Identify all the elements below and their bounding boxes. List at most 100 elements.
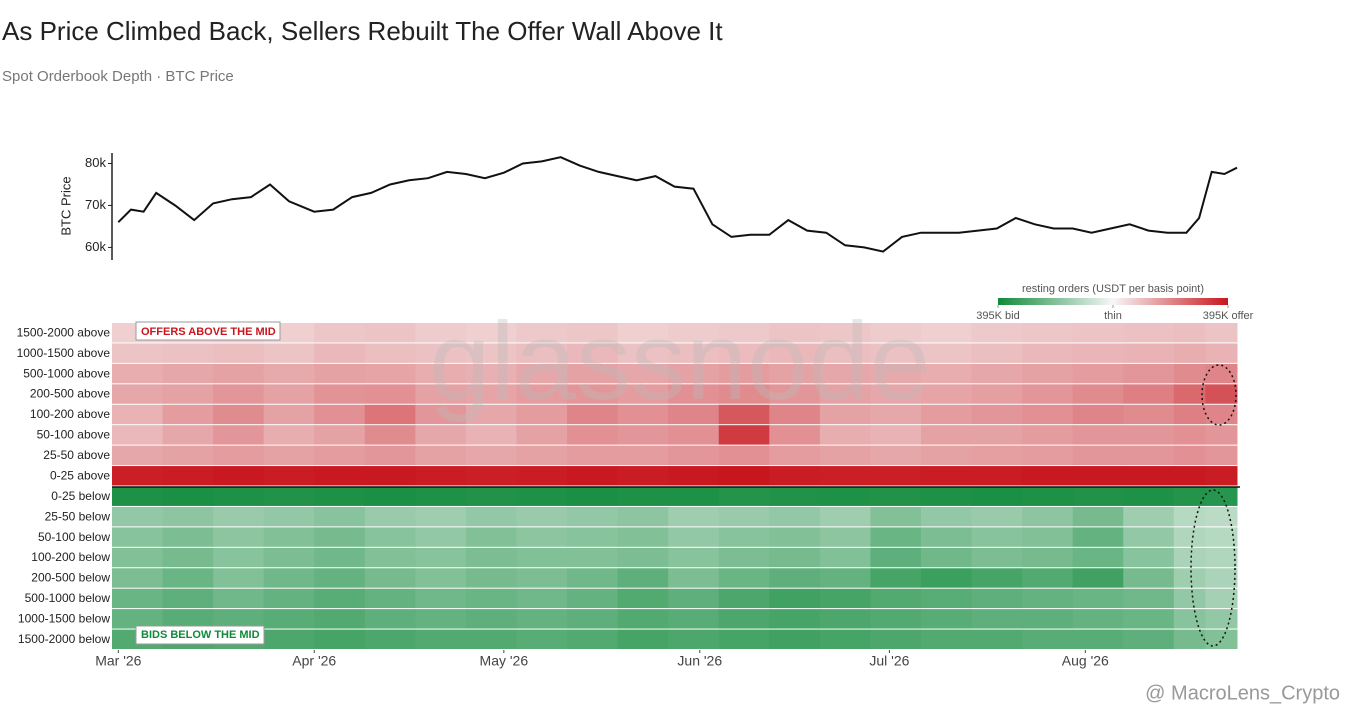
heat-cell — [668, 609, 720, 629]
heat-cell — [415, 466, 467, 486]
heat-cell — [516, 323, 568, 343]
heat-cell — [314, 343, 366, 363]
row-label: 1000-1500 above — [17, 346, 111, 360]
heat-cell — [617, 466, 669, 486]
heat-cell — [819, 363, 871, 384]
heat-cell — [617, 506, 669, 527]
heat-cell — [1072, 527, 1124, 547]
heat-cell — [516, 343, 568, 363]
heat-cell — [263, 629, 315, 649]
heat-cell — [769, 404, 821, 425]
heat-cell — [263, 363, 315, 384]
heat-cell — [415, 425, 467, 445]
heat-cell — [364, 588, 416, 609]
heat-cell — [1022, 486, 1074, 506]
x-tick-label: Jun '26 — [677, 653, 722, 669]
heat-cell — [1022, 609, 1074, 629]
heat-cell — [718, 629, 770, 649]
heat-cell — [1072, 568, 1124, 588]
heat-cell — [162, 547, 214, 568]
colorbar-title: resting orders (USDT per basis point) — [1022, 283, 1204, 295]
heat-cell — [213, 527, 265, 547]
heat-cell — [516, 506, 568, 527]
heat-cell — [769, 363, 821, 384]
heat-cell — [920, 445, 973, 466]
heat-cell — [465, 568, 517, 588]
heat-cell — [162, 486, 214, 506]
heat-cell — [1022, 363, 1074, 384]
heat-cell — [971, 404, 1023, 425]
heat-cell — [516, 609, 568, 629]
heat-cell — [415, 629, 467, 649]
heat-cell — [971, 445, 1023, 466]
heat-cell — [1072, 384, 1124, 404]
heat-cell — [1072, 404, 1124, 425]
heat-cell — [415, 609, 467, 629]
heat-cell — [617, 384, 669, 404]
heat-cell — [263, 445, 315, 466]
heat-cell — [567, 506, 619, 527]
heat-cell — [870, 343, 922, 363]
heat-cell — [1173, 588, 1206, 609]
heat-cell — [1205, 323, 1238, 343]
heat-cell — [920, 609, 973, 629]
credit: @ MacroLens_Crypto — [1145, 682, 1340, 704]
heat-cell — [870, 323, 922, 343]
heat-cell — [920, 343, 973, 363]
heat-cell — [364, 445, 416, 466]
heat-cell — [819, 629, 871, 649]
heat-cell — [465, 404, 517, 425]
price-line — [117, 156, 1238, 253]
heat-cell — [415, 486, 467, 506]
heat-cell — [1205, 629, 1238, 649]
heat-cell — [1123, 527, 1175, 547]
heat-cell — [112, 568, 164, 588]
heat-cell — [920, 568, 973, 588]
heat-cell — [1173, 363, 1206, 384]
heat-cell — [1022, 323, 1074, 343]
heat-cell — [1022, 445, 1074, 466]
x-tick-label: May '26 — [480, 653, 529, 669]
heat-cell — [364, 425, 416, 445]
heat-cell — [1173, 384, 1206, 404]
heat-cell — [162, 506, 214, 527]
heat-cell — [920, 588, 973, 609]
heat-cell — [819, 486, 871, 506]
heat-cell — [263, 404, 315, 425]
heat-cell — [112, 506, 164, 527]
heat-cell — [1022, 527, 1074, 547]
heat-cell — [1205, 506, 1238, 527]
heat-cell — [213, 404, 265, 425]
row-label: 50-100 below — [38, 530, 110, 544]
heat-cell — [920, 547, 973, 568]
heat-cell — [668, 323, 720, 343]
heat-cell — [769, 486, 821, 506]
heat-cell — [112, 404, 164, 425]
heat-cell — [567, 629, 619, 649]
heat-cell — [971, 629, 1023, 649]
heat-cell — [668, 568, 720, 588]
heat-cell — [769, 609, 821, 629]
heat-cell — [668, 404, 720, 425]
heat-cell — [263, 486, 315, 506]
heat-cell — [364, 323, 416, 343]
heat-cell — [263, 547, 315, 568]
row-label: 200-500 above — [30, 387, 110, 401]
heat-cell — [668, 445, 720, 466]
heat-cell — [1205, 363, 1238, 384]
heat-cell — [415, 343, 467, 363]
highlight-ellipse — [1190, 489, 1236, 647]
heat-cell — [769, 384, 821, 404]
heat-cell — [112, 363, 164, 384]
heat-cell — [971, 568, 1023, 588]
row-label: 500-1000 above — [23, 366, 110, 380]
heat-cell — [769, 629, 821, 649]
heat-cell — [920, 384, 973, 404]
heat-cell — [516, 547, 568, 568]
heat-cell — [1123, 343, 1175, 363]
heat-cell — [971, 527, 1023, 547]
heat-cell — [1205, 425, 1238, 445]
heat-cell — [1173, 466, 1206, 486]
heat-cell — [567, 547, 619, 568]
heat-cell — [718, 527, 770, 547]
